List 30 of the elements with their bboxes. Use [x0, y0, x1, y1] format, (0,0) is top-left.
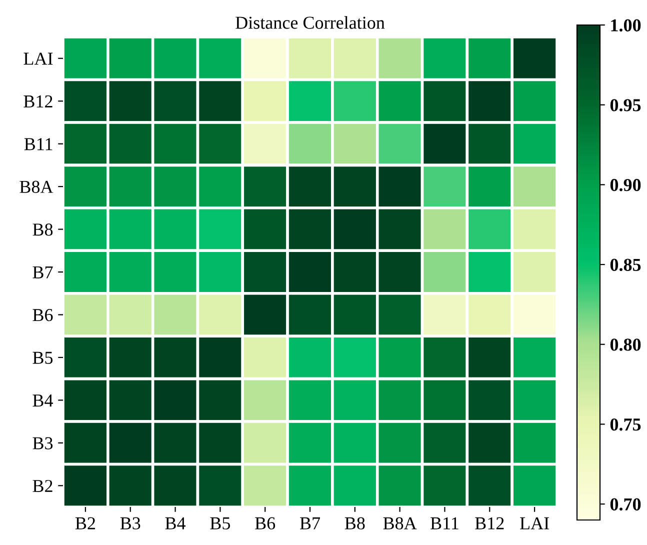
- x-tick-label: B8: [344, 517, 365, 530]
- y-tick-label: B4: [32, 394, 53, 406]
- x-tick-label: B5: [210, 517, 230, 530]
- x-tick-label: B11: [430, 517, 458, 530]
- y-tick-label: LAI: [24, 52, 53, 65]
- color-bar-label: 0.90: [610, 178, 641, 192]
- color-bar-label: 0.70: [610, 498, 641, 511]
- y-tick-label: B2: [32, 480, 52, 492]
- y-tick-label: B11: [24, 138, 52, 150]
- y-tick-label: B8A: [20, 180, 54, 193]
- x-tick-label: B4: [165, 517, 186, 530]
- x-tick-label: B8A: [383, 517, 417, 530]
- color-bar-label: 0.80: [610, 338, 641, 351]
- color-bar-label: 1.00: [611, 19, 641, 32]
- color-bar-label: 0.75: [610, 418, 641, 431]
- x-tick-label: B12: [475, 517, 504, 530]
- y-tick-label: B6: [32, 309, 53, 322]
- y-tick-label: B7: [32, 266, 53, 278]
- x-tick-label: B7: [300, 517, 320, 530]
- y-tick-label: B12: [24, 95, 52, 108]
- x-tick-label: B2: [75, 517, 95, 530]
- y-tick-label: B8: [32, 224, 53, 236]
- y-tick-label: B3: [32, 437, 53, 450]
- color-bar-label: 0.95: [610, 99, 641, 112]
- chart-title: Distance Correlation: [236, 16, 385, 29]
- x-tick-label: B6: [255, 517, 276, 530]
- x-tick-label: B3: [120, 517, 140, 530]
- color-bar-label: 0.85: [610, 258, 641, 272]
- y-tick-label: B5: [32, 352, 53, 364]
- x-tick-label: LAI: [520, 517, 549, 530]
